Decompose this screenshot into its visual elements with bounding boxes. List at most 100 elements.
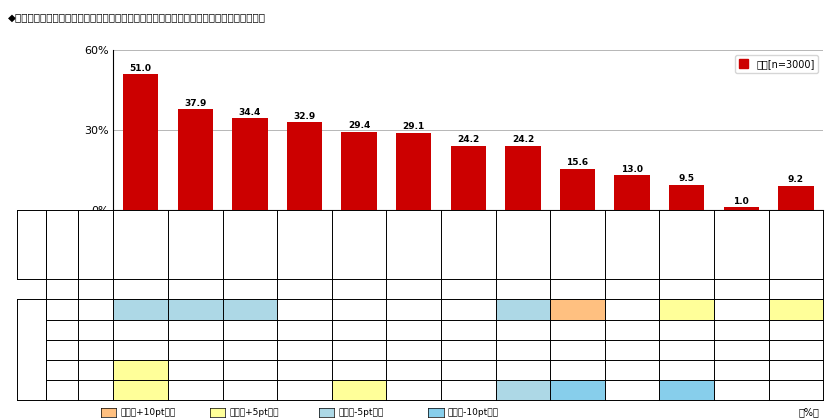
Text: 30.5: 30.5 (295, 386, 314, 395)
Text: 国産
ネタ: 国産 ネタ (409, 235, 418, 255)
Text: 9.2: 9.2 (788, 175, 804, 184)
Text: 49.5: 49.5 (131, 345, 150, 354)
Text: 827: 827 (86, 365, 104, 375)
Text: 15.6: 15.6 (566, 158, 589, 167)
Text: 世
代
別: 世 代 別 (29, 333, 34, 367)
Text: 16.2: 16.2 (622, 386, 642, 395)
Text: 51.0: 51.0 (129, 64, 152, 73)
Text: 34.1: 34.1 (295, 345, 314, 354)
Text: 1.0: 1.0 (734, 365, 748, 375)
Text: 568: 568 (86, 325, 104, 335)
Text: 13.0: 13.0 (621, 165, 643, 174)
Text: 32.2: 32.2 (349, 365, 369, 375)
Text: ◆回転寿司店でどのようなフェア・キャンペーンを行ってほしいと思うか［複数回答形式］: ◆回転寿司店でどのようなフェア・キャンペーンを行ってほしいと思うか［複数回答形式… (8, 13, 266, 23)
Text: 13.9: 13.9 (622, 345, 642, 354)
Bar (341, 132, 377, 210)
Bar (123, 74, 159, 210)
Bar (396, 133, 432, 210)
Text: 24.3: 24.3 (459, 325, 478, 334)
Text: 12.3: 12.3 (677, 325, 696, 334)
Bar (669, 185, 705, 210)
Text: 29.4: 29.4 (404, 325, 423, 334)
Text: 17.9: 17.9 (459, 305, 478, 314)
Text: 13.0: 13.0 (622, 285, 642, 294)
Text: 33.5: 33.5 (295, 365, 314, 375)
Text: 23.3: 23.3 (513, 345, 533, 354)
Text: 32.9: 32.9 (295, 285, 314, 294)
Text: 34.4: 34.4 (239, 108, 261, 117)
Text: 39.1: 39.1 (186, 345, 205, 354)
Text: 30.0: 30.0 (404, 365, 423, 375)
Text: 4.9: 4.9 (570, 386, 585, 395)
Text: アニメ
との
コラボ: アニメ との コラボ (570, 230, 585, 260)
Text: 全体: 全体 (56, 284, 68, 294)
Text: 17.3: 17.3 (512, 386, 534, 395)
Text: 23.0: 23.0 (349, 305, 369, 314)
Text: 35.4: 35.4 (240, 365, 260, 375)
Text: 27.0: 27.0 (349, 345, 369, 354)
Text: 29.4: 29.4 (348, 121, 370, 131)
Text: 20代: 20代 (52, 325, 72, 335)
Text: 20.2: 20.2 (568, 325, 587, 334)
Text: 28.1: 28.1 (239, 305, 261, 314)
Text: 19.2: 19.2 (675, 305, 698, 314)
Text: 全体比-10pt以下: 全体比-10pt以下 (448, 408, 499, 417)
Text: 3.6: 3.6 (679, 386, 695, 395)
Text: 1.1: 1.1 (734, 345, 748, 354)
Legend: 全体[n=3000]: 全体[n=3000] (735, 55, 818, 73)
Text: 9.8: 9.8 (789, 386, 803, 395)
Text: 35.0: 35.0 (186, 325, 205, 334)
Text: 地方
ネタ・
ご当地
グルメ: 地方 ネタ・ ご当地 グルメ (188, 225, 202, 265)
Text: 6.2: 6.2 (789, 365, 803, 375)
Text: 30代: 30代 (52, 345, 72, 355)
Text: 9.1: 9.1 (789, 345, 803, 354)
Text: 25.6: 25.6 (566, 305, 589, 314)
Text: 3000: 3000 (82, 284, 108, 294)
Text: 37.9: 37.9 (184, 99, 207, 108)
Text: 特に
なし: 特に なし (791, 235, 801, 255)
Text: 56.0: 56.0 (129, 365, 152, 375)
Text: 57.0: 57.0 (129, 386, 152, 395)
Text: 10.9: 10.9 (622, 325, 642, 334)
Bar (232, 118, 268, 210)
Text: 34.4: 34.4 (240, 285, 260, 294)
Text: 旬の
ネタ: 旬の ネタ (136, 235, 145, 255)
Text: 15.6: 15.6 (568, 285, 587, 294)
Bar (614, 176, 650, 210)
Text: 532: 532 (86, 385, 104, 395)
Bar (177, 109, 213, 210)
Text: 14.4: 14.4 (785, 305, 807, 314)
Bar (778, 186, 814, 210)
Text: 24.2: 24.2 (512, 135, 534, 144)
Bar (286, 123, 323, 210)
Text: 26.2: 26.2 (513, 325, 533, 334)
Text: 29.1: 29.1 (404, 285, 423, 294)
Text: 全体比-5pt以下: 全体比-5pt以下 (339, 408, 384, 417)
Text: 24.6: 24.6 (404, 305, 423, 314)
Bar (559, 168, 596, 210)
Text: 29.4: 29.4 (349, 285, 369, 294)
Text: 天然魚: 天然魚 (461, 240, 475, 249)
Text: （%）: （%） (798, 407, 819, 417)
Text: 生
ビール
特価: 生 ビール 特価 (625, 230, 639, 260)
Text: 27.1: 27.1 (349, 325, 369, 334)
Text: 16.4: 16.4 (622, 365, 642, 375)
Text: 34.3: 34.3 (295, 325, 314, 334)
Text: 34.8: 34.8 (348, 386, 370, 395)
Text: 34.1: 34.1 (240, 345, 260, 354)
Text: 40.0: 40.0 (186, 386, 205, 395)
Text: 42.1: 42.1 (186, 365, 205, 375)
Text: 313: 313 (86, 304, 104, 315)
Bar (450, 146, 486, 210)
Text: 全体比+10pt以上: 全体比+10pt以上 (120, 408, 176, 417)
Text: 40代: 40代 (52, 365, 72, 375)
Text: 9.5: 9.5 (679, 174, 695, 184)
Text: 9.2: 9.2 (789, 285, 803, 294)
Text: 8.2: 8.2 (680, 365, 694, 375)
Text: -: - (631, 305, 633, 314)
Bar (505, 146, 541, 210)
Text: 38.3: 38.3 (129, 305, 152, 314)
Text: 26.1: 26.1 (513, 365, 533, 375)
Text: 29.1: 29.1 (512, 305, 534, 314)
Bar (723, 207, 759, 210)
